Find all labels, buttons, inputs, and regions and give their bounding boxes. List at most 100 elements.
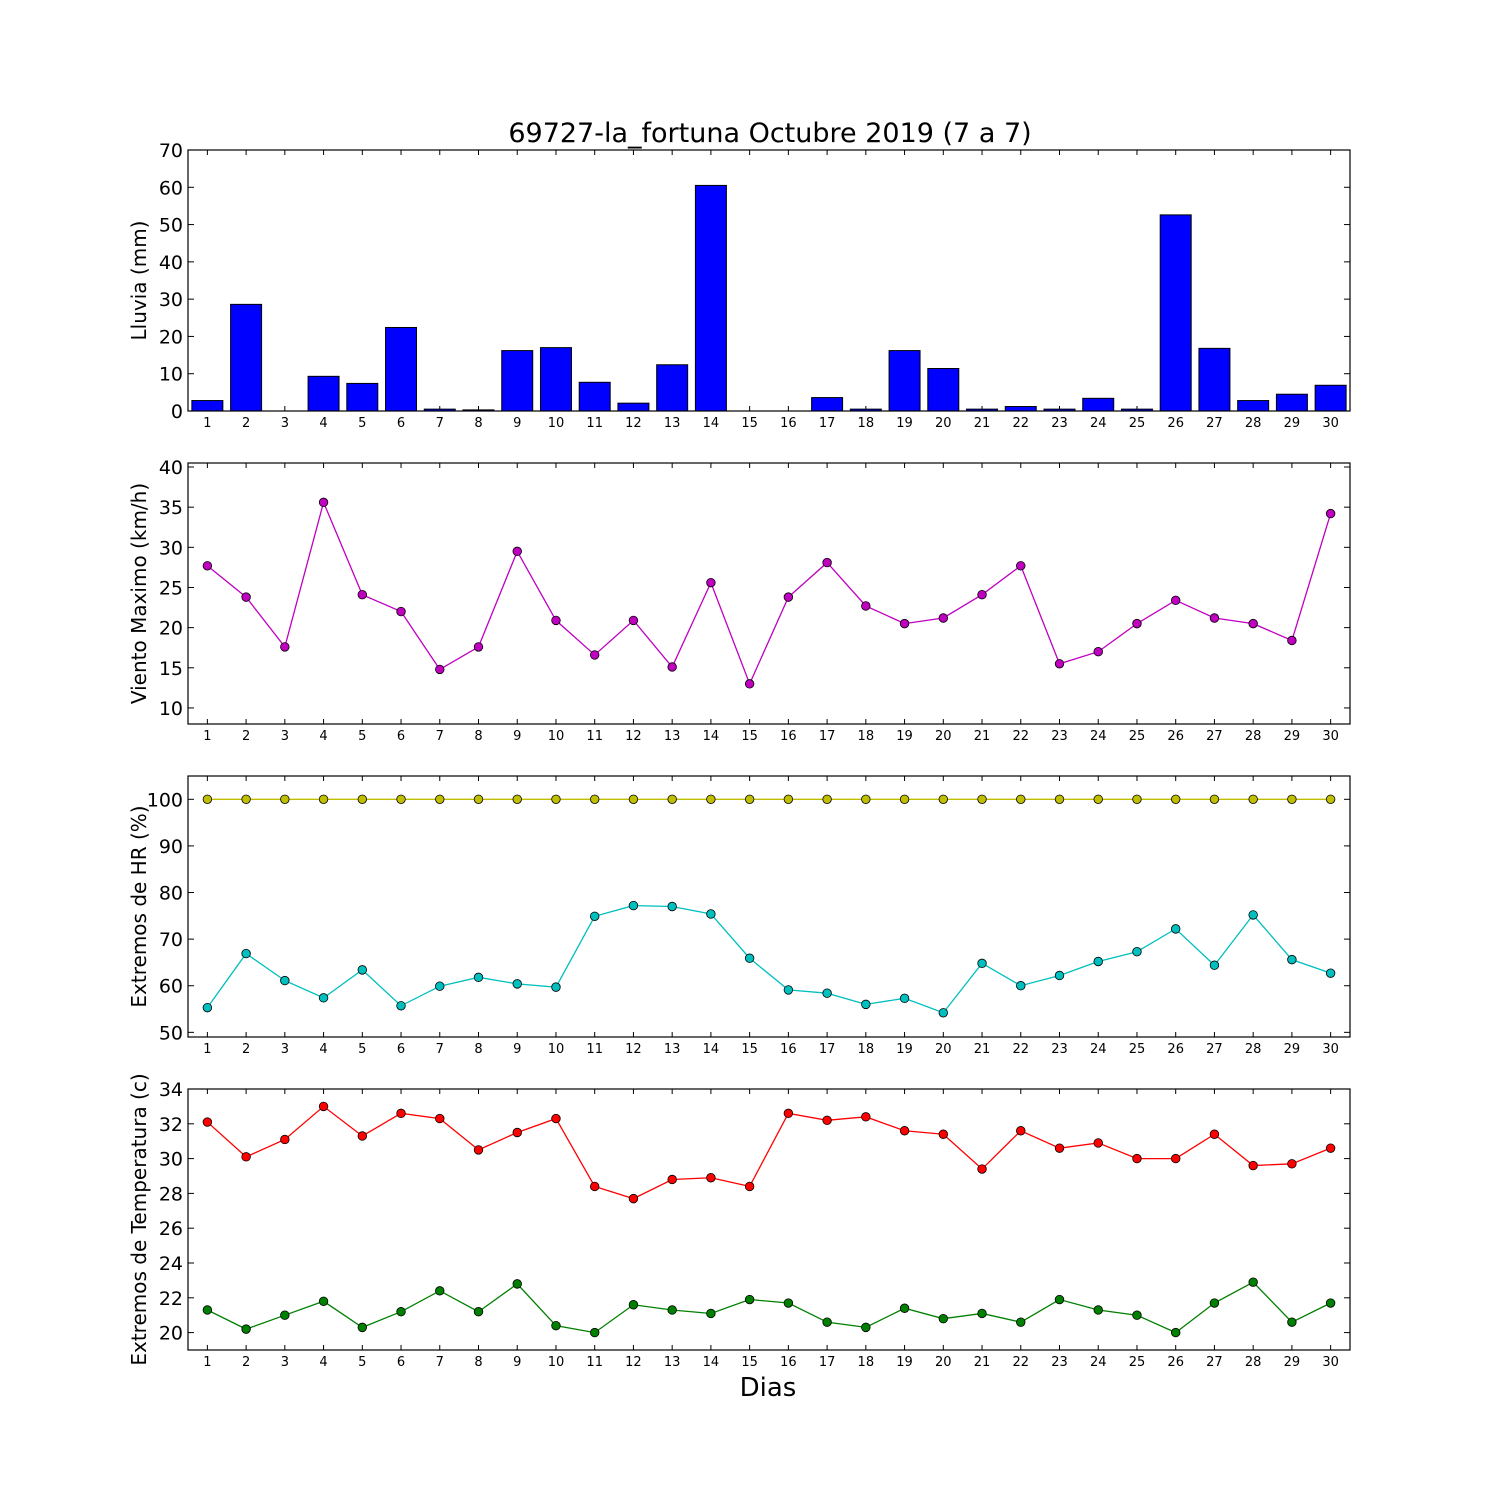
bar: [888, 350, 921, 412]
data-point: [861, 601, 871, 611]
bar: [539, 347, 572, 412]
x-tick-label: 21: [974, 729, 991, 744]
data-point: [318, 1101, 329, 1112]
data-point: [512, 979, 522, 989]
x-tick-label: 14: [703, 729, 720, 744]
x-tick-label: 11: [586, 416, 603, 431]
x-tick-label: 19: [896, 1355, 913, 1370]
data-point: [977, 794, 987, 805]
data-point: [512, 794, 522, 805]
y-tick-label: 24: [159, 1253, 183, 1275]
x-tick-label: 17: [819, 1355, 836, 1370]
x-tick-label: 5: [358, 1042, 366, 1057]
data-point: [899, 1303, 910, 1313]
data-point: [357, 794, 368, 805]
data-point: [435, 794, 445, 805]
x-tick-label: 25: [1129, 416, 1146, 431]
data-point: [280, 1134, 290, 1145]
x-tick-label: 13: [664, 1355, 681, 1370]
x-tick-label: 7: [436, 1355, 444, 1370]
data-point: [1170, 924, 1181, 934]
x-tick-label: 23: [1051, 416, 1068, 431]
x-tick-label: 1: [203, 729, 211, 744]
data-point: [1325, 794, 1336, 805]
y-tick-label: 35: [159, 497, 183, 519]
data-point: [822, 794, 832, 805]
data-point: [822, 1115, 832, 1126]
data-point: [1325, 1298, 1336, 1308]
plot-frame: [187, 1088, 1351, 1351]
data-point: [1093, 1138, 1103, 1148]
y-tick-label: 50: [159, 215, 183, 237]
data-point: [667, 1305, 677, 1315]
y-tick-label: 20: [159, 326, 183, 348]
y-tick-label: 10: [159, 698, 183, 720]
y-tick-label: 40: [159, 252, 183, 274]
data-point: [706, 794, 716, 805]
x-tick-label: 11: [586, 1042, 603, 1057]
data-point: [744, 679, 755, 689]
x-tick-label: 6: [397, 1042, 405, 1057]
y-axis-label: Extremos de Temperatura (c): [127, 1073, 151, 1365]
data-point: [202, 794, 213, 805]
x-tick-label: 24: [1090, 416, 1107, 431]
y-tick-label: 60: [159, 177, 183, 199]
x-tick-label: 8: [474, 416, 482, 431]
bar: [1237, 400, 1270, 412]
x-tick-label: 16: [780, 729, 797, 744]
x-tick-label: 1: [203, 1355, 211, 1370]
data-point: [1054, 794, 1065, 805]
plot-frame: [187, 775, 1351, 1038]
x-tick-label: 27: [1206, 1355, 1223, 1370]
x-tick-label: 10: [548, 416, 565, 431]
y-tick-label: 20: [159, 1323, 183, 1345]
data-point: [1325, 968, 1336, 978]
bar: [1275, 393, 1308, 412]
data-point: [783, 794, 794, 805]
bar: [1314, 384, 1347, 412]
data-point: [706, 909, 716, 919]
data-point: [1016, 1126, 1026, 1136]
bar: [385, 326, 418, 412]
x-tick-label: 7: [436, 729, 444, 744]
bar: [811, 397, 844, 412]
x-tick-label: 15: [741, 1042, 758, 1057]
data-point: [1248, 794, 1258, 805]
y-tick-label: 34: [159, 1079, 183, 1101]
x-tick-label: 9: [513, 1042, 521, 1057]
x-tick-label: 23: [1051, 1355, 1068, 1370]
data-point: [1093, 794, 1103, 805]
data-point: [628, 1300, 639, 1310]
data-point: [977, 1308, 987, 1319]
data-point: [1325, 1143, 1336, 1153]
data-point: [512, 1279, 522, 1289]
data-point: [861, 1322, 871, 1333]
x-tick-label: 21: [974, 1042, 991, 1057]
x-tick-label: 3: [281, 729, 289, 744]
x-tick-label: 20: [935, 729, 952, 744]
data-point: [1209, 1129, 1220, 1139]
y-axis-label: Lluvia (mm): [127, 221, 151, 341]
x-tick-label: 12: [625, 729, 642, 744]
data-point: [744, 1294, 755, 1305]
x-tick-label: 22: [1012, 1355, 1029, 1370]
y-tick-label: 28: [159, 1183, 183, 1205]
data-point: [1170, 1327, 1181, 1338]
y-tick-label: 60: [159, 976, 183, 998]
x-tick-label: 26: [1167, 1042, 1184, 1057]
data-point: [551, 982, 561, 992]
data-point: [318, 794, 329, 805]
x-tick-label: 18: [858, 1042, 875, 1057]
data-point: [667, 1174, 677, 1185]
data-point: [1054, 1294, 1065, 1305]
data-point: [628, 900, 639, 911]
x-tick-label: 5: [358, 1355, 366, 1370]
data-point: [241, 794, 251, 805]
x-tick-label: 20: [935, 1355, 952, 1370]
data-point: [396, 1001, 406, 1011]
data-point: [1016, 794, 1026, 805]
x-tick-label: 9: [513, 1355, 521, 1370]
data-point: [899, 1126, 910, 1136]
x-tick-label: 28: [1245, 729, 1262, 744]
x-tick-label: 2: [242, 1355, 250, 1370]
